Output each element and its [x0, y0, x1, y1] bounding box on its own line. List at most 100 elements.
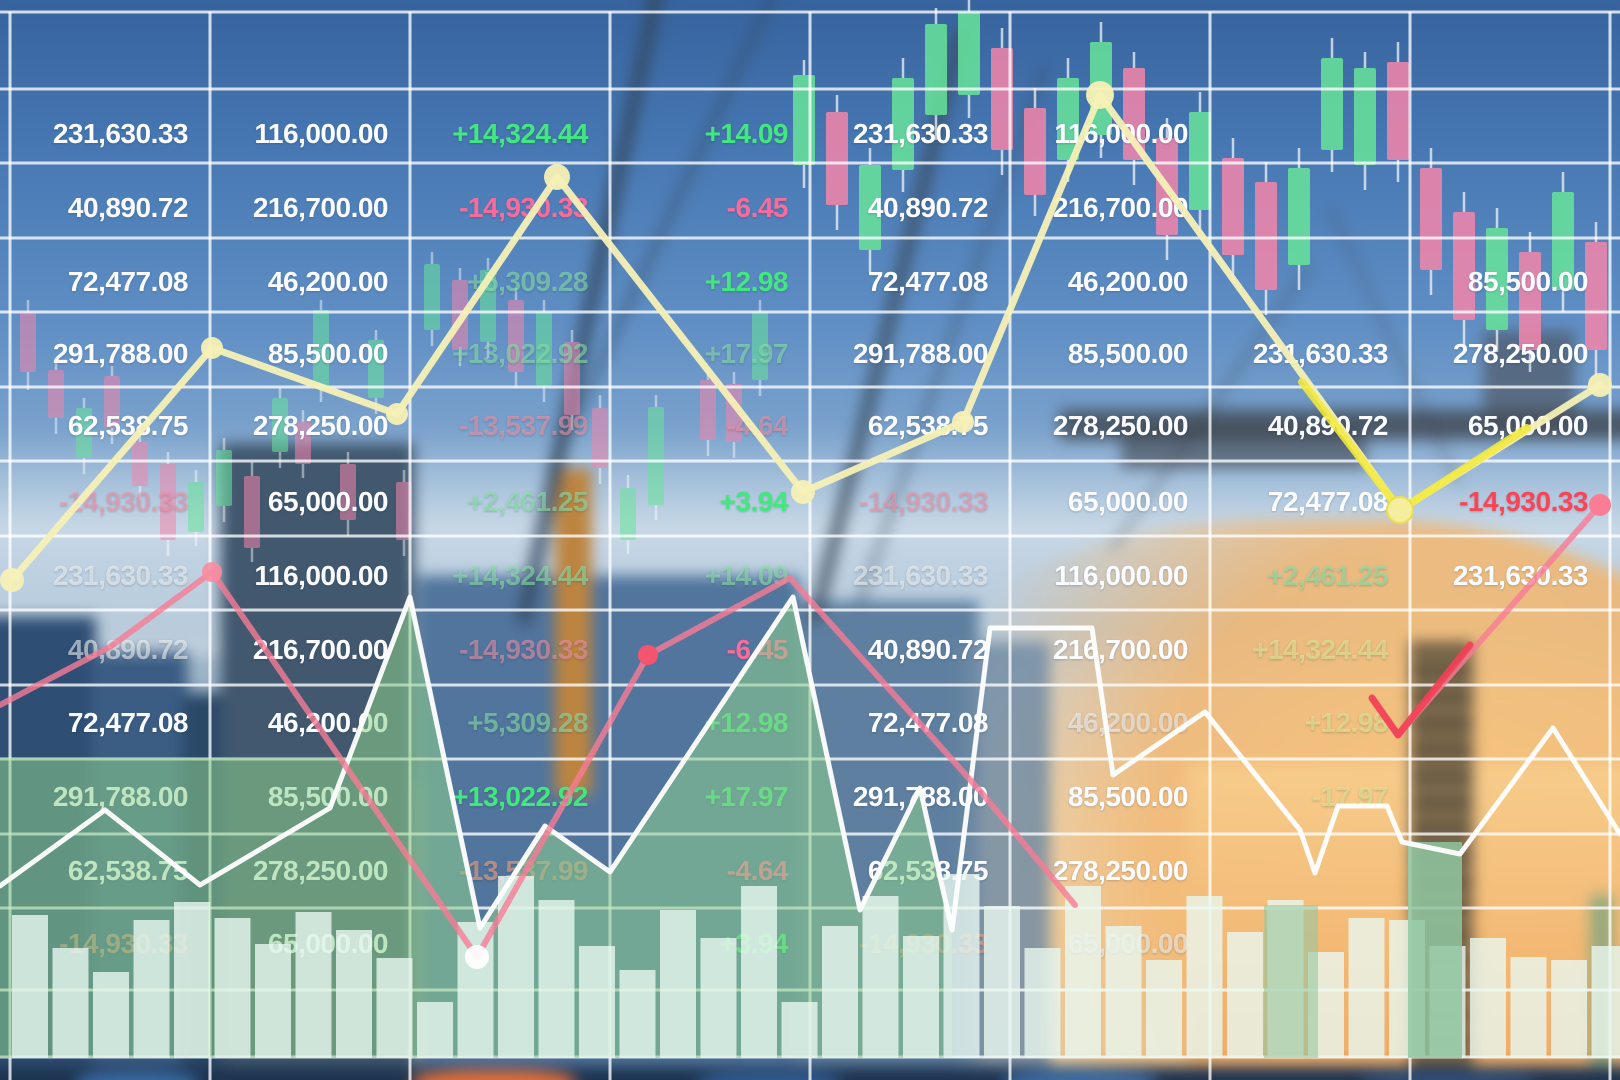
- grid-cell-value: 40,890.72: [67, 192, 189, 223]
- line-marker-dot: [465, 945, 489, 969]
- volume-bar: [1470, 938, 1506, 1058]
- volume-bar: [700, 938, 737, 1058]
- grid-cell-value: 40,890.72: [867, 634, 989, 665]
- grid-cell-value: 72,477.08: [867, 266, 989, 297]
- candle-body: [536, 312, 552, 386]
- volume-bar: [741, 886, 777, 1058]
- grid-cell-value: 278,250.00: [1052, 855, 1189, 886]
- grid-cell-value: +12.98: [1304, 707, 1389, 738]
- candle-body: [76, 408, 92, 458]
- candle-body: [648, 407, 664, 505]
- volume-bar: [52, 948, 89, 1058]
- volume-bar: [619, 970, 656, 1058]
- candle-body: [564, 342, 580, 415]
- candle-body: [1255, 182, 1277, 290]
- line-marker-dot: [1386, 496, 1414, 524]
- city-light-blob: [75, 1072, 198, 1080]
- volume-bar: [1105, 926, 1142, 1058]
- grid-cell-value: +2,461.25: [467, 486, 588, 517]
- grid-cell-value: -14,930.33: [859, 486, 988, 517]
- candle-body: [188, 482, 204, 532]
- grid-cell-value: 72,477.08: [67, 266, 189, 297]
- line-marker-dot: [202, 562, 222, 582]
- grid-cell-value: -6.45: [726, 192, 789, 223]
- candle-body: [48, 370, 64, 418]
- candle-body: [313, 310, 329, 388]
- grid-cell-value: 85,500.00: [1067, 781, 1189, 812]
- candle-body: [508, 300, 524, 372]
- volume-bar: [93, 972, 129, 1058]
- volume-bar: [1551, 960, 1587, 1058]
- grid-cell-value: 231,630.33: [852, 118, 989, 149]
- city-light-blob: [1003, 1071, 1157, 1080]
- grid-cell-value: 40,890.72: [867, 192, 989, 223]
- red-accent-segment: [1368, 641, 1474, 739]
- pink-line-right: [1369, 502, 1603, 738]
- pink-line-right-markers: [1589, 494, 1611, 516]
- volume-bar: [1186, 896, 1223, 1058]
- volume-bar: [781, 1002, 818, 1058]
- line-marker-dot: [791, 480, 815, 504]
- grid-cell-value: 62,538.75: [67, 410, 189, 441]
- grid-cell-value: 231,630.33: [52, 560, 189, 591]
- grid-cell-value: +13,022.92: [452, 338, 588, 369]
- candle-body: [752, 312, 768, 380]
- grid-cell-value: 72,477.08: [67, 707, 189, 738]
- volume-bar: [498, 876, 534, 1058]
- candle-body: [1552, 192, 1574, 290]
- grid-cell-value: 231,630.33: [52, 118, 189, 149]
- volume-bar: [12, 915, 48, 1058]
- city-light-blob: [697, 1072, 841, 1080]
- candle-body: [104, 376, 120, 428]
- candle-body: [958, 12, 980, 95]
- grid-cell-value: +2,461.25: [1267, 560, 1388, 591]
- grid-cell-value: 65,000.00: [267, 486, 389, 517]
- candle-body: [368, 340, 384, 398]
- candle-body: [620, 488, 636, 540]
- volume-bar: [1348, 918, 1385, 1058]
- candle-body: [991, 48, 1013, 150]
- green-volume-bar-a: [1264, 905, 1318, 1058]
- line-marker-dot: [1086, 81, 1114, 109]
- candle-body: [859, 165, 881, 250]
- line-marker-dot: [952, 411, 974, 433]
- yellow-index-line-markers: [0, 81, 1612, 592]
- line-marker-dot: [201, 337, 223, 359]
- line-marker-dot: [544, 164, 570, 190]
- grid-cell-value: 46,200.00: [1067, 266, 1189, 297]
- candle-body: [1519, 252, 1541, 350]
- volume-bar: [295, 912, 332, 1058]
- candle-body: [272, 398, 288, 452]
- volume-bar: [538, 900, 575, 1058]
- candle-body: [1387, 62, 1409, 160]
- grid-cell-value: +14,324.44: [452, 118, 588, 149]
- yellow-bright-v: [1298, 378, 1531, 514]
- grid-cell-value: 291,788.00: [852, 338, 989, 369]
- candle-body: [1222, 158, 1244, 255]
- city-light-blob: [1360, 1072, 1535, 1080]
- volume-bar: [660, 910, 696, 1058]
- candle-body: [925, 24, 947, 115]
- grid-cell-value: 116,000.00: [254, 560, 388, 591]
- candle-body: [20, 312, 36, 372]
- candle-body: [1321, 58, 1343, 150]
- candle-body: [1288, 168, 1310, 265]
- grid-cell-value: 85,500.00: [1067, 338, 1189, 369]
- grid-cell-value: 116,000.00: [254, 118, 388, 149]
- grid-cell-value: 216,700.00: [1052, 634, 1189, 665]
- grid-cell-value: 231,630.33: [852, 560, 989, 591]
- grid-cell-value: +14,324.44: [452, 560, 588, 591]
- grid-cell-value: 85,500.00: [1467, 266, 1589, 297]
- right-candle-cluster: [793, 0, 1607, 375]
- volume-bar: [822, 926, 858, 1058]
- candle-body: [295, 422, 311, 464]
- grid-cell-value: 278,250.00: [1052, 410, 1189, 441]
- volume-bar: [133, 920, 170, 1058]
- volume-bar: [1591, 946, 1620, 1058]
- volume-bar: [417, 1002, 453, 1058]
- candle-body: [1585, 242, 1607, 350]
- grid-cell-value: 216,700.00: [252, 192, 389, 223]
- volume-bar: [336, 930, 372, 1058]
